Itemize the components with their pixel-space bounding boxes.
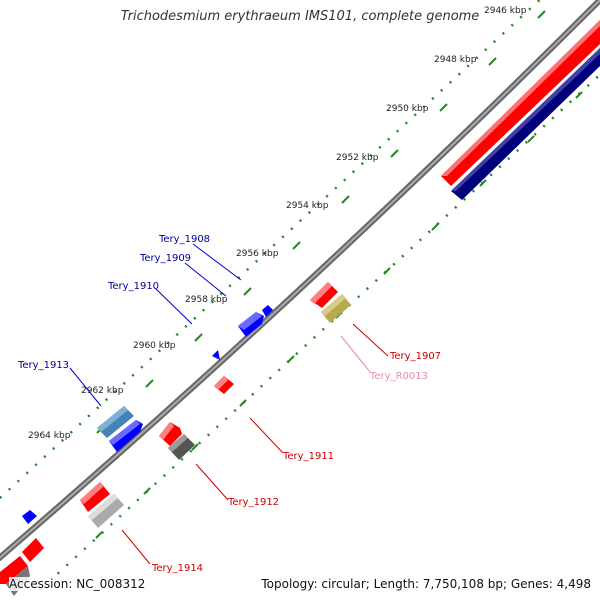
- tick-label: 2958 kbp: [185, 295, 228, 305]
- inner-scale-ring: [39, 72, 600, 591]
- genome-backbone: [0, 0, 600, 562]
- genome-title: Trichodesmium erythraeum IMS101, complet…: [120, 9, 480, 24]
- gene-tery-1914-lower[interactable]: [88, 494, 124, 528]
- gene-band-forward[interactable]: [441, 20, 600, 186]
- leader-lines: [69, 243, 389, 565]
- tick-labels: 2946 kbp 2948 kbp 2950 kbp 2952 kbp 2954…: [28, 6, 527, 441]
- tick-label: 2956 kbp: [236, 249, 279, 259]
- gene-tery-1910[interactable]: [212, 350, 220, 360]
- gene-tery-1912[interactable]: [168, 434, 195, 460]
- gene-tery-1911-upper[interactable]: [214, 376, 234, 394]
- gene-label-tery-1913: Tery_1913: [17, 360, 69, 371]
- gene-tery-1908-1909[interactable]: [238, 312, 264, 337]
- tick-label: 2950 kbp: [386, 104, 429, 114]
- gene-label-tery-1909: Tery_1909: [139, 253, 191, 264]
- gene-tery-1907[interactable]: [310, 282, 338, 308]
- inner-tick-marks: [95, 91, 583, 539]
- tick-label: 2964 kbp: [28, 431, 71, 441]
- genome-summary-text: Topology: circular; Length: 7,750,108 bp…: [261, 577, 591, 591]
- gene-tery-1908-small[interactable]: [262, 305, 273, 317]
- gene-label-tery-1911: Tery_1911: [282, 451, 334, 462]
- tick-label: 2954 kbp: [286, 201, 329, 211]
- gene-labels: Tery_1908 Tery_1909 Tery_1910 Tery_1913 …: [17, 234, 441, 574]
- gene-small-blue-left[interactable]: [22, 510, 37, 524]
- tick-label: 2946 kbp: [484, 6, 527, 16]
- gene-label-tery-1914: Tery_1914: [151, 563, 203, 574]
- gene-tery-1913-upper[interactable]: [97, 406, 134, 438]
- tick-label: 2952 kbp: [336, 153, 379, 163]
- outer-tick-marks: [96, 10, 546, 434]
- tick-label: 2960 kbp: [133, 341, 176, 351]
- gene-tery-r0013[interactable]: [321, 294, 351, 323]
- gene-label-tery-1908: Tery_1908: [158, 234, 210, 245]
- tick-label: 2962 kbp: [81, 386, 124, 396]
- gene-label-tery-1912: Tery_1912: [227, 497, 279, 508]
- gene-band-reverse[interactable]: [451, 48, 600, 200]
- gene-label-tery-r0013: Tery_R0013: [369, 371, 428, 382]
- gene-label-tery-1907: Tery_1907: [389, 351, 441, 362]
- tick-label: 2948 kbp: [434, 55, 477, 65]
- gene-tery-1913-lower[interactable]: [109, 420, 143, 452]
- gene-label-tery-1910: Tery_1910: [107, 281, 159, 292]
- accession-text: Accession: NC_008312: [9, 577, 146, 591]
- gene-tery-1914-upper[interactable]: [80, 482, 110, 512]
- gene-tery-1911[interactable]: [159, 422, 182, 446]
